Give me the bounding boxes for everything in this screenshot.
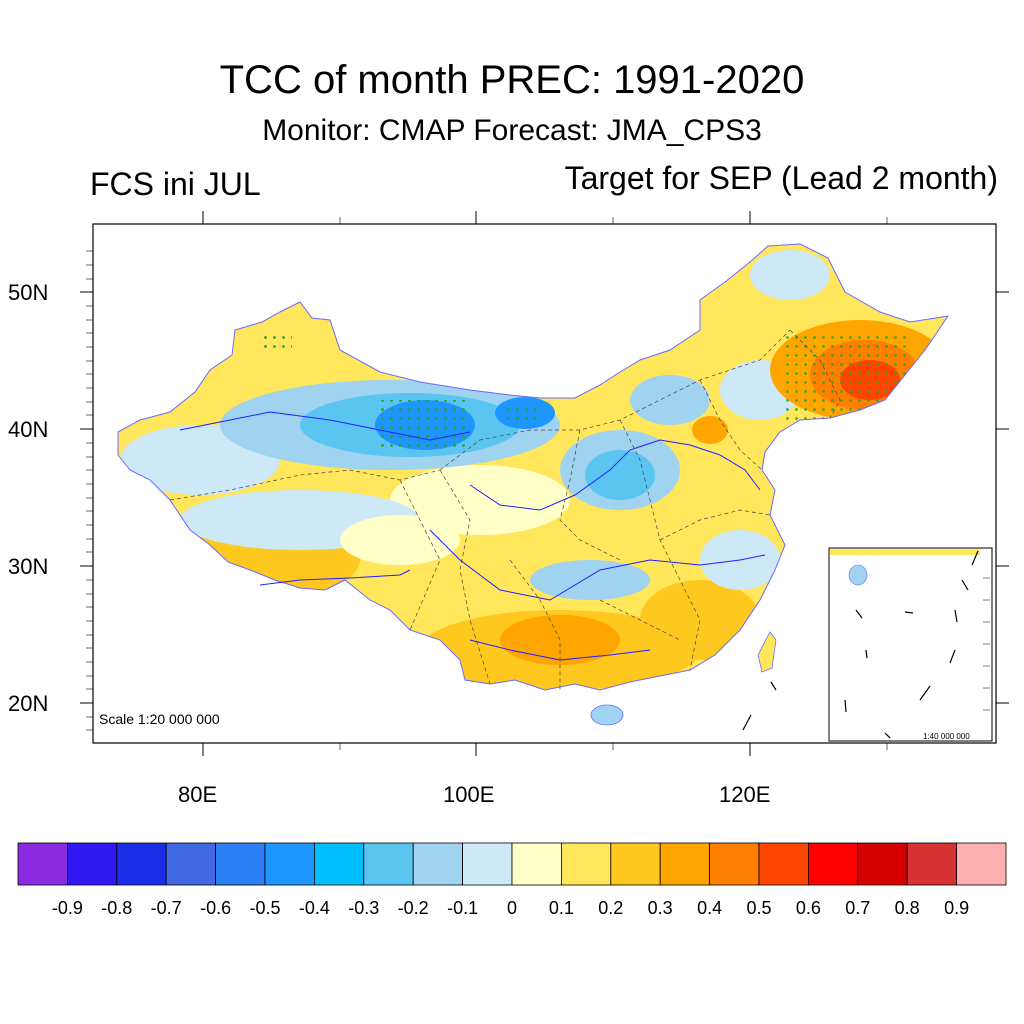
colorbar-swatch xyxy=(709,842,760,886)
colorbar-swatch xyxy=(511,842,562,886)
colorbar-swatch xyxy=(313,842,365,886)
taiwan-island xyxy=(757,631,777,673)
colorbar-tick-label: 0.1 xyxy=(548,898,574,918)
colorbar-tick-label: -0.5 xyxy=(249,898,281,918)
colorbar-swatch xyxy=(116,842,167,886)
colorbar xyxy=(17,842,1007,886)
colorbar-swatch xyxy=(264,842,315,886)
colorbar-tick-label: -0.8 xyxy=(101,898,133,918)
colorbar-tick-label: 0.2 xyxy=(598,898,624,918)
colorbar-swatch xyxy=(758,842,809,886)
colorbar-swatch xyxy=(610,842,661,886)
lon-label: 100E xyxy=(443,782,495,807)
colorbar-swatch xyxy=(165,842,216,886)
colorbar-swatch xyxy=(659,842,711,886)
colorbar-tick-label: -0.3 xyxy=(348,898,380,918)
colorbar-tick-label: -0.9 xyxy=(51,898,83,918)
colorbar-tick-label: -0.2 xyxy=(397,898,429,918)
colorbar-tick-label: 0.6 xyxy=(795,898,821,918)
river xyxy=(429,529,766,601)
lon-label: 80E xyxy=(178,782,218,807)
colorbar-swatch xyxy=(462,842,513,886)
inset-scale-label: 1:40 000 000 xyxy=(923,732,970,741)
colorbar-tick-label: 0 xyxy=(506,898,517,918)
map-title: TCC of month PREC: 1991-2020 xyxy=(219,58,805,102)
lat-label: 50N xyxy=(8,280,49,305)
colorbar-swatch xyxy=(412,842,464,886)
river xyxy=(179,411,471,441)
colorbar-tick-label: 0.3 xyxy=(647,898,673,918)
river xyxy=(469,439,761,511)
colorbar-tick-label: -0.4 xyxy=(298,898,330,918)
colorbar-swatch xyxy=(857,842,908,886)
colorbar-swatch xyxy=(561,842,612,886)
lon-label: 120E xyxy=(719,782,771,807)
lat-label: 30N xyxy=(8,554,49,579)
colorbar-swatch xyxy=(363,842,414,886)
colorbar-swatch xyxy=(808,842,859,886)
colorbar-swatch xyxy=(215,842,266,886)
province-borders xyxy=(169,329,841,690)
map-subtitle: Monitor: CMAP Forecast: JMA_CPS3 xyxy=(262,114,762,147)
colorbar-swatch xyxy=(956,842,1007,886)
colorbar-tick-label: -0.7 xyxy=(150,898,182,918)
colorbar-tick-label: 0.7 xyxy=(845,898,871,918)
lat-label: 40N xyxy=(8,417,49,442)
colorbar-tick-label: -0.1 xyxy=(447,898,479,918)
colorbar-tick-label: 0.9 xyxy=(944,898,970,918)
colorbar-tick-label: -0.6 xyxy=(200,898,232,918)
hainan-island xyxy=(590,704,624,726)
colorbar-tick-label: 0.8 xyxy=(894,898,920,918)
init-label: FCS ini JUL xyxy=(90,166,261,202)
lat-label: 20N xyxy=(8,691,49,716)
colorbar-swatch xyxy=(906,842,958,886)
river xyxy=(259,569,411,586)
target-label: Target for SEP (Lead 2 month) xyxy=(564,160,998,196)
axis-ticks xyxy=(80,211,1009,756)
colorbar-tick-label: 0.5 xyxy=(746,898,772,918)
colorbar-swatch xyxy=(17,842,68,886)
scale-label: Scale 1:20 000 000 xyxy=(99,711,220,727)
colorbar-tick-label: 0.4 xyxy=(697,898,723,918)
colorbar-swatch xyxy=(67,842,118,886)
